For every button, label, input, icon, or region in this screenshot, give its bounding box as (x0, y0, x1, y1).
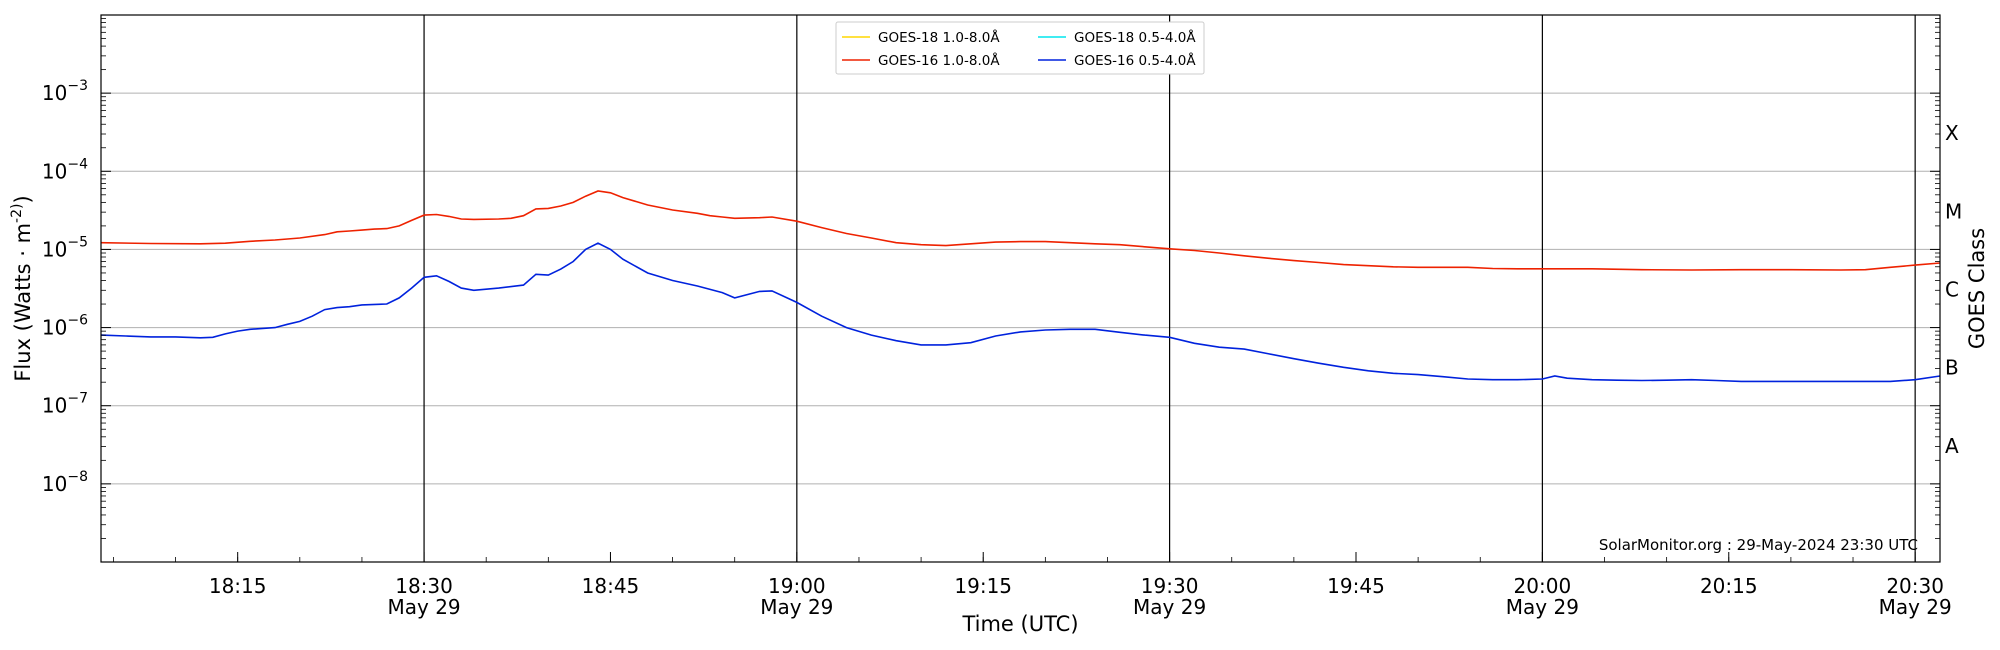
legend-entry: GOES-16 1.0-8.0Å (878, 52, 1000, 69)
x-tick-label: 20:30 (1886, 574, 1944, 598)
x-tick-date-label: May 29 (387, 595, 460, 619)
y-tick-label: 10−8 (42, 469, 88, 496)
x-tick-label: 20:00 (1514, 574, 1572, 598)
x-tick-date-label: May 29 (1133, 595, 1206, 619)
y-axis-label: Flux (Watts · m-2)) (9, 195, 35, 381)
x-tick-date-label: May 29 (760, 595, 833, 619)
x-tick-label: 20:15 (1700, 574, 1758, 598)
x-tick-date-label: May 29 (1506, 595, 1579, 619)
y-tick-label: 10−7 (42, 391, 88, 418)
legend-entry: GOES-18 0.5-4.0Å (1074, 29, 1196, 46)
y-tick-label: 10−6 (42, 313, 88, 340)
credit-text: SolarMonitor.org : 29-May-2024 23:30 UTC (1599, 536, 1918, 554)
plot-frame (100, 14, 1941, 563)
goes-class-label: X (1945, 121, 1959, 145)
goes-class-label: A (1945, 434, 1959, 458)
legend-box (835, 21, 1205, 75)
goes-class-label: C (1945, 278, 1959, 302)
gridlines (101, 15, 1940, 562)
right-axis-label: GOES Class (1965, 228, 1989, 349)
y-tick-label: 10−4 (42, 156, 88, 183)
series-line (100, 190, 1941, 271)
x-tick-label: 18:45 (582, 574, 640, 598)
goes-class-label: B (1945, 356, 1959, 380)
x-tick-label: 18:15 (209, 574, 267, 598)
x-tick-label: 19:00 (768, 574, 826, 598)
y-tick-label: 10−3 (42, 78, 88, 105)
legend-entry: GOES-16 0.5-4.0Å (1074, 52, 1196, 69)
legend: GOES-18 1.0-8.0Å GOES-18 0.5-4.0Å GOES-16 … (835, 21, 1205, 75)
y-tick-label: 10−5 (42, 234, 88, 261)
series-line (100, 242, 1941, 383)
x-tick-label: 19:45 (1327, 574, 1385, 598)
x-axis-label: Time (UTC) (961, 612, 1078, 636)
x-tick-label: 19:30 (1141, 574, 1199, 598)
legend-entry: GOES-18 1.0-8.0Å (878, 29, 1000, 46)
data-series (100, 190, 1941, 383)
x-tick-label: 19:15 (954, 574, 1012, 598)
x-tick-label: 18:30 (395, 574, 453, 598)
x-tick-date-label: May 29 (1879, 595, 1952, 619)
goes-class-label: M (1945, 199, 1962, 223)
